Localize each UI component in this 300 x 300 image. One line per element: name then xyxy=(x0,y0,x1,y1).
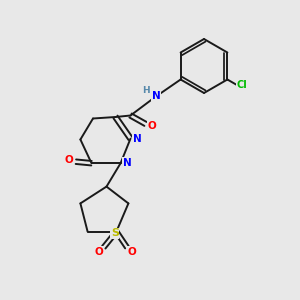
Text: N: N xyxy=(133,134,142,144)
Text: N: N xyxy=(152,91,160,101)
Text: O: O xyxy=(128,247,136,257)
Text: Cl: Cl xyxy=(236,80,247,90)
Text: O: O xyxy=(65,155,74,165)
Text: N: N xyxy=(123,158,132,168)
Text: S: S xyxy=(111,228,119,238)
Text: O: O xyxy=(94,247,103,257)
Text: H: H xyxy=(142,86,150,95)
Text: O: O xyxy=(148,121,157,131)
